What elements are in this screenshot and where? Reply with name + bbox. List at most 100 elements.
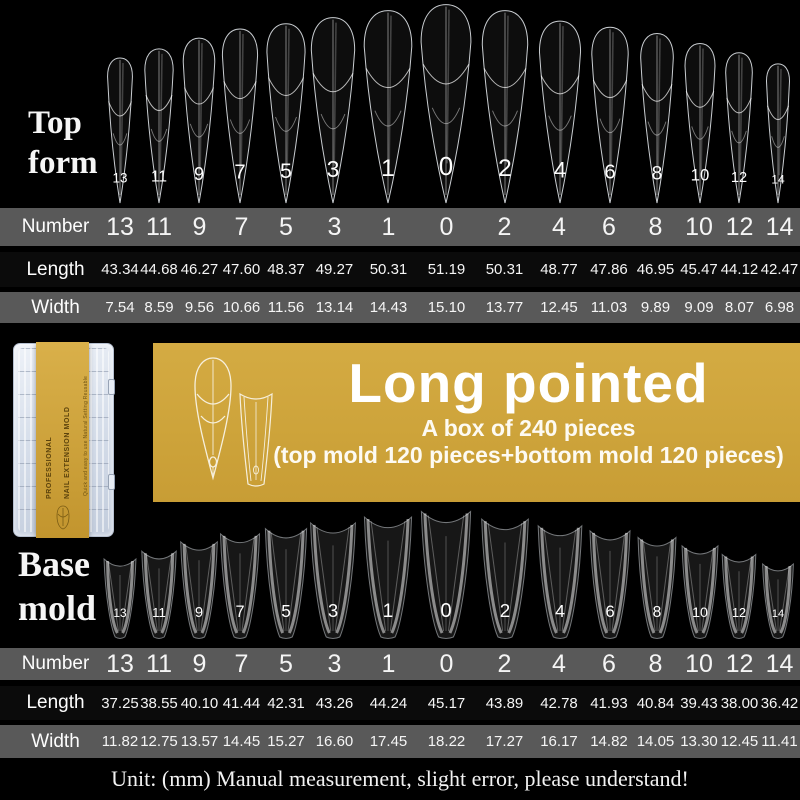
table-cell: 3 [327, 212, 342, 241]
table-cell: 3 [327, 649, 342, 678]
table-cell: 41.93 [590, 694, 628, 712]
table-cell: 7 [234, 212, 249, 241]
table-cell: 6 [602, 212, 616, 241]
table-cell: 45.17 [427, 694, 466, 712]
table-cell: 11 [146, 649, 172, 678]
row-label: Number [21, 216, 90, 237]
base-table-width-row: Width 11.82 12.75 13.57 14.45 15.27 16.60 17.45… [0, 725, 800, 758]
table-cell: 8.07 [724, 299, 755, 316]
table-cell: 36.42 [760, 694, 799, 712]
table-cell: 13.77 [485, 299, 524, 316]
table-cell: 8 [648, 212, 663, 241]
table-cell: 6 [602, 649, 616, 678]
table-cell: 12 [725, 212, 754, 241]
banner-subtitle-2: (top mold 120 pieces+bottom mold 120 pie… [273, 442, 784, 469]
table-cell: 42.78 [540, 694, 578, 712]
table-cell: 16.60 [315, 733, 354, 750]
table-cell: 41.44 [222, 694, 261, 712]
product-box-image: PROFESSIONAL NAIL EXTENSION MOLD Quick a… [13, 342, 115, 538]
table-cell: 14.45 [222, 733, 261, 750]
table-cell: 8.59 [144, 299, 174, 316]
base-mold-item: 2 [481, 518, 529, 639]
table-cell: 44.68 [140, 261, 178, 278]
table-cell: 17.27 [485, 733, 524, 750]
table-cell: 11.82 [101, 733, 139, 750]
mold-number: 12 [732, 606, 746, 620]
nail-tip: 7 [221, 28, 259, 204]
base-mold-item: 11 [141, 550, 177, 639]
table-cell: 13 [106, 212, 134, 241]
top-form-label: Top form [28, 105, 98, 182]
table-cell: 11.41 [761, 733, 798, 750]
table-cell: 5 [279, 649, 293, 678]
row-label: Width [31, 296, 80, 318]
table-cell: 1 [381, 212, 396, 241]
table-cell: 14.05 [636, 733, 675, 750]
table-cell: 39.43 [680, 694, 718, 712]
base-table-length-row: Length 37.25 38.55 40.10 41.44 42.31 43.26 44.2… [0, 686, 800, 720]
nail-number: 9 [194, 164, 204, 184]
nail-number: 10 [691, 166, 710, 185]
table-cell: 4 [552, 649, 566, 678]
footer: Unit: (mm) Manual measurement, slight er… [0, 758, 800, 800]
mold-number: 5 [281, 601, 291, 621]
nail-number: 7 [234, 162, 245, 184]
nail-number: 12 [731, 170, 747, 186]
nail-number: 3 [327, 156, 340, 182]
table-cell: 48.37 [267, 261, 305, 278]
base-mold-item: 1 [363, 515, 413, 639]
table-cell: 50.31 [485, 261, 524, 278]
table-cell: 43.26 [315, 694, 354, 712]
banner-text-block: Long pointed A box of 240 pieces (top mo… [265, 352, 792, 470]
nail-number: 0 [439, 151, 453, 181]
nail-tip: 4 [538, 20, 582, 204]
mold-number: 1 [383, 601, 394, 622]
nail-number: 2 [498, 155, 512, 182]
table-cell: 14 [765, 649, 794, 678]
table-cell: 38.55 [140, 694, 178, 712]
row-label: Number [21, 653, 90, 674]
footer-note: Unit: (mm) Manual measurement, slight er… [111, 766, 689, 791]
row-label: Length [26, 692, 85, 713]
table-cell: 12.45 [720, 733, 759, 750]
top-table-width-row: Width 7.54 8.59 9.56 10.66 11.56 13.14 14.43 15.… [0, 292, 800, 323]
base-mold-display: 13 11 9 7 5 3 1 0 2 4 6 8 10 12 14 [103, 510, 794, 639]
table-cell: 12.45 [540, 299, 578, 316]
nail-tip: 13 [107, 57, 133, 204]
nail-number: 4 [554, 158, 566, 183]
mold-number: 8 [653, 604, 662, 621]
table-cell: 48.77 [540, 261, 578, 278]
mold-number: 4 [555, 601, 565, 621]
table-cell: 17.45 [369, 733, 408, 750]
table-cell: 40.84 [636, 694, 675, 712]
nail-tip: 8 [640, 32, 674, 204]
table-cell: 9.56 [184, 299, 215, 316]
mold-number: 13 [113, 606, 127, 620]
box-gold-band: PROFESSIONAL NAIL EXTENSION MOLD Quick a… [36, 342, 89, 538]
base-mold-item: 9 [180, 540, 218, 639]
base-table-number-row: Number 13 11 9 7 5 3 1 0 2 4 6 8 10 12 14 [0, 648, 800, 680]
table-cell: 13.14 [315, 299, 354, 316]
nail-number: 5 [280, 159, 292, 183]
mold-number: 9 [195, 605, 203, 621]
table-cell: 50.31 [369, 261, 408, 278]
table-cell: 2 [497, 649, 512, 678]
mold-number: 6 [605, 602, 614, 621]
table-cell: 10 [685, 649, 713, 678]
table-cell: 9.09 [684, 299, 714, 316]
nail-number: 1 [381, 155, 395, 182]
base-mold-item: 7 [219, 532, 261, 639]
box-clasp [108, 474, 115, 490]
base-mold-item: 13 [103, 557, 137, 639]
table-cell: 45.47 [680, 261, 718, 278]
band-nail-icon [56, 505, 70, 530]
nail-number: 11 [151, 168, 167, 185]
nail-tip: 14 [765, 63, 791, 204]
nail-tip: 2 [481, 10, 529, 204]
nail-number: 14 [771, 173, 785, 187]
table-cell: 16.17 [540, 733, 578, 750]
table-cell: 12 [725, 649, 754, 678]
table-cell: 42.47 [760, 261, 799, 278]
box-band-subtitle: Quick and easy to use Natural Setting Re… [83, 375, 89, 496]
box-band-title-2: NAIL EXTENSION MOLD [64, 406, 71, 499]
